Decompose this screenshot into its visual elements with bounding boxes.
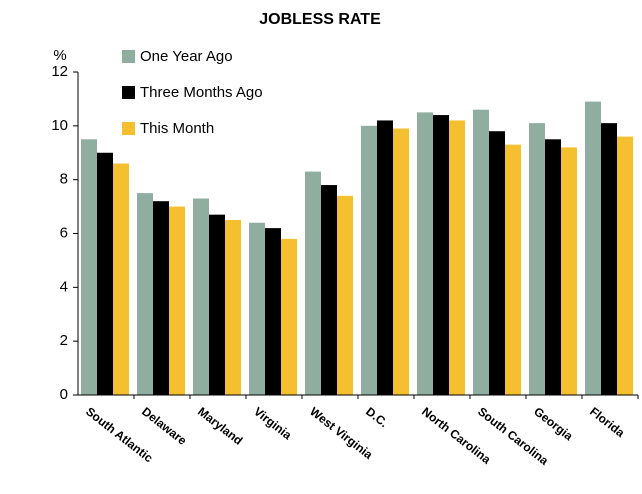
bar [169, 206, 185, 395]
bar [545, 139, 561, 395]
legend-label: One Year Ago [140, 48, 233, 65]
bar [489, 131, 505, 395]
bar [561, 147, 577, 395]
bar [617, 136, 633, 395]
bar [361, 125, 377, 395]
legend-swatch [122, 122, 135, 135]
y-tick-label: 2 [60, 332, 68, 349]
x-tick-label: Virginia [251, 404, 294, 442]
y-tick-label: 10 [51, 117, 68, 134]
y-tick-label: 6 [60, 224, 68, 241]
bar [337, 195, 353, 395]
legend-swatch [122, 86, 135, 99]
y-tick-label: 4 [60, 278, 68, 295]
bar [585, 101, 601, 395]
y-tick-label: 8 [60, 171, 68, 188]
bar [113, 163, 129, 395]
bar [281, 238, 297, 395]
bar [209, 214, 225, 395]
x-tick-label: Georgia [531, 404, 576, 443]
bar [321, 185, 337, 395]
legend-swatch [122, 50, 135, 63]
bar [433, 115, 449, 396]
y-tick-label: 0 [60, 386, 68, 403]
bar [153, 201, 169, 395]
bar [193, 198, 209, 395]
bar [249, 222, 265, 395]
bar [97, 152, 113, 395]
bar [529, 123, 545, 396]
bar [449, 120, 465, 395]
bar [377, 120, 393, 395]
x-tick-label: D.C. [363, 404, 391, 430]
bar [137, 193, 153, 395]
bar [81, 139, 97, 395]
bar [393, 128, 409, 395]
legend-label: Three Months Ago [140, 84, 263, 101]
bar [265, 228, 281, 395]
y-axis-label: % [53, 47, 66, 64]
legend-label: This Month [140, 120, 214, 137]
bar [505, 144, 521, 395]
x-tick-label: Delaware [139, 404, 189, 448]
bar [417, 112, 433, 395]
bar [601, 123, 617, 396]
y-tick-label: 12 [51, 63, 68, 80]
bar [473, 109, 489, 395]
x-tick-label: Maryland [195, 404, 245, 447]
chart-title: JOBLESS RATE [259, 11, 381, 28]
bar [225, 220, 241, 395]
x-tick-label: Florida [587, 404, 627, 440]
bar [305, 171, 321, 395]
